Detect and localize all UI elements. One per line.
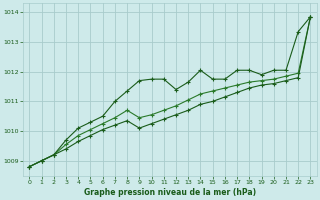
X-axis label: Graphe pression niveau de la mer (hPa): Graphe pression niveau de la mer (hPa) xyxy=(84,188,256,197)
